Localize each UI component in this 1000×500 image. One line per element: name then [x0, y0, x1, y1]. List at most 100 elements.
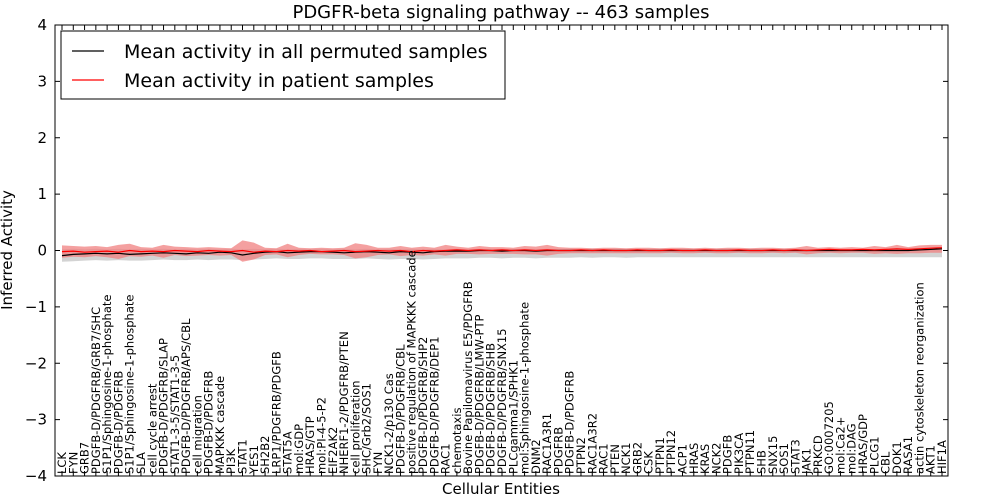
- entity-label: PDGFB-D/PDGFRB/DEP1: [427, 336, 441, 474]
- entity-label: RAC1: [439, 443, 453, 474]
- entity-label: PTPN1: [653, 437, 667, 474]
- entity-label: NCK1-2/p130 Cas: [382, 373, 396, 474]
- entity-label: RASA1: [901, 436, 915, 474]
- y-tick-label: −4: [25, 467, 47, 485]
- entity-label: RAC1A3R2: [585, 413, 599, 474]
- y-tick-label: 2: [37, 129, 47, 147]
- x-axis-label: Cellular Entities: [442, 480, 560, 498]
- y-tick-label: −1: [25, 298, 47, 316]
- entity-label: EIF2AK2: [326, 427, 340, 474]
- entity-label: PDGFB-D/PDGFRB/CBL: [393, 344, 407, 474]
- y-tick-label: −3: [25, 411, 47, 429]
- entity-label: NHERF1-2/PDGFRB/PTEN: [337, 331, 351, 474]
- entity-label: PTPN12: [664, 430, 678, 474]
- entity-label: mol:Ca2+: [833, 417, 847, 474]
- entity-label: DOK1: [890, 441, 904, 474]
- entity-label: mol:PI-4-5-P2: [314, 397, 328, 474]
- entity-label: STAT1: [236, 439, 250, 474]
- entity-label: PTPN2: [574, 437, 588, 474]
- y-tick-label: −2: [25, 354, 47, 372]
- y-axis-label: Inferred Activity: [0, 190, 16, 310]
- entity-label: mol:Sphingosine-1-phosphate: [518, 302, 532, 474]
- entity-label: LCK: [55, 452, 69, 474]
- entity-label: PDGFB-D/PDGFRB/SHB: [484, 343, 498, 474]
- entity-label: YES1: [247, 445, 261, 475]
- legend-label-permuted: Mean activity in all permuted samples: [124, 41, 487, 63]
- entity-label: STAT1-3-5/STAT1-3-5: [168, 355, 182, 474]
- entity-label: PDGFRB: [551, 427, 565, 474]
- entity-label: S1P1/Sphingosine-1-phosphate: [123, 295, 137, 474]
- entity-label: PDGFB-D/PDGFRB/SLAP: [157, 338, 171, 474]
- entity-label: HRAS/GTP: [303, 416, 317, 474]
- entity-label: PI3K: [224, 448, 238, 474]
- entity-label: SNX15: [766, 436, 780, 474]
- entity-label: FYN: [371, 452, 385, 474]
- lines-layer: [61, 247, 943, 257]
- patient-mean-line: [61, 247, 943, 253]
- entity-label: PDGFB-D/PDGFRB/SNX15: [495, 328, 509, 474]
- entity-label: MAPKKK cascade: [213, 376, 227, 474]
- entity-label: PLCG1: [867, 436, 881, 474]
- entity-label: cell migration: [190, 395, 204, 474]
- entity-label: FYN: [66, 452, 80, 474]
- x-axis: [61, 25, 943, 476]
- entity-label: AKT1: [924, 445, 938, 474]
- entity-label: ACP1: [676, 444, 690, 474]
- y-tick-label: 3: [37, 72, 47, 90]
- entity-label: Bovine Papilomavirus E5/PDGFRB: [461, 281, 475, 474]
- entity-label: SHC/Grb2/SOS1: [360, 383, 374, 474]
- y-tick-label: 4: [37, 16, 47, 34]
- entity-label: PLCgamma1/SPHK1: [506, 360, 520, 474]
- entity-label: HRAS/GDP: [856, 414, 870, 474]
- entity-label: DNM2: [529, 439, 543, 474]
- entity-label: SOS1: [777, 443, 791, 474]
- entity-label: CSK: [642, 451, 656, 474]
- entity-label: STAT5A: [281, 431, 295, 474]
- entity-label: mol:DAG: [845, 423, 859, 474]
- entity-label: PDGFB: [721, 435, 735, 474]
- y-tick-label: 1: [37, 185, 47, 203]
- y-axis: 4 3 2 1 0 −1 −2 −3 −4: [25, 16, 948, 485]
- entity-label: JAK1: [800, 448, 814, 475]
- entity-label: SHB: [754, 450, 768, 474]
- entity-label: actin cytoskeleton reorganization: [912, 282, 926, 474]
- entity-label: PDGFB-D/PDGFRB: [111, 371, 125, 474]
- chart-title: PDGFR-beta signaling pathway -- 463 samp…: [292, 2, 709, 23]
- entity-label: PDGFB-D/PDGFRB: [563, 371, 577, 474]
- entity-label: GO:0007205: [822, 401, 836, 474]
- entity-label: NCK1: [619, 443, 633, 475]
- entity-label: LRP1/PDGFRB/PDGFB: [269, 351, 283, 474]
- entity-label: HRAS: [687, 443, 701, 474]
- entity-label: mol:GDP: [292, 424, 306, 474]
- entity-labels: LCKFYNGRB7PDGFB-D/PDGFRB/GRB7/SHCS1P1/Sp…: [55, 250, 949, 475]
- legend: Mean activity in all permuted samples Me…: [60, 30, 506, 100]
- y-tick-label: 0: [37, 242, 47, 260]
- entity-label: SLA: [134, 452, 148, 474]
- entity-label: PDGFB-D/PDGFRB/APS/CBL: [179, 318, 193, 474]
- entity-label: cell cycle arrest: [145, 383, 159, 474]
- entity-label: GRB2: [630, 442, 644, 474]
- entity-label: PIK3CA: [732, 433, 746, 474]
- entity-label: PTPN11: [743, 430, 757, 474]
- entity-label: HIF1A: [935, 440, 949, 474]
- entity-label: positive regulation of MAPKKK cascade: [405, 250, 419, 474]
- entity-label: GRB7: [78, 442, 92, 474]
- entity-label: PDGFB-D/PDGFRB/LMW-PTP: [472, 315, 486, 474]
- entity-label: CBL: [879, 451, 893, 474]
- entity-label: cell proliferation: [348, 380, 362, 474]
- entity-label: RAC1: [597, 443, 611, 474]
- entity-label: chemotaxis: [450, 408, 464, 474]
- legend-label-patient: Mean activity in patient samples: [124, 70, 434, 92]
- entity-label: RAC1A3R1: [540, 413, 554, 474]
- entity-label: S1P1/Sphingosine-1-phosphate: [100, 295, 114, 474]
- entity-label: STAT3: [788, 439, 802, 474]
- legend-box: [60, 30, 506, 100]
- entity-label: PTEN: [608, 444, 622, 474]
- entity-label: PDGFB-D/PDGFRB: [202, 371, 216, 474]
- entity-label: PDGFB-D/PDGFRB/SHP2: [416, 337, 430, 474]
- entity-label: PDGFB-D/PDGFRB/GRB7/SHC: [89, 307, 103, 474]
- entity-label: SH2B2: [258, 436, 272, 474]
- entity-label: KRAS: [698, 444, 712, 474]
- entity-label: PRKCD: [811, 435, 825, 474]
